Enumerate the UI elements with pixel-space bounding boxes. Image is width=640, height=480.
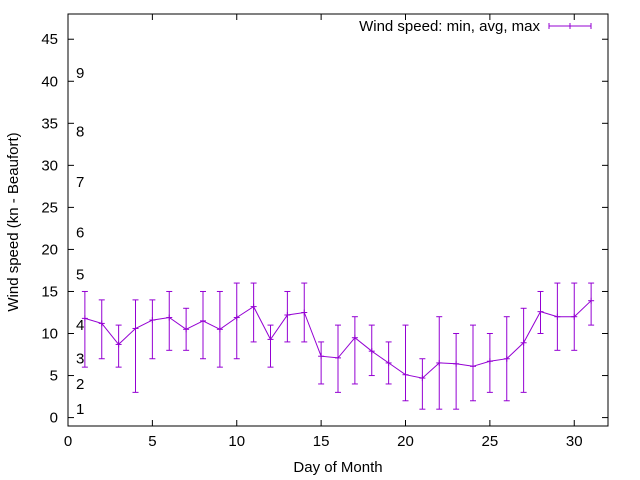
y-tick-label: 25: [41, 199, 58, 216]
legend: Wind speed: min, avg, max: [359, 18, 592, 35]
error-bar: [470, 324, 476, 402]
x-tick-label: 15: [313, 433, 330, 450]
x-tick-label: 30: [566, 433, 583, 450]
beaufort-label: 7: [76, 174, 84, 191]
error-bar: [571, 282, 578, 351]
error-bar: [335, 324, 341, 393]
series-layer: [81, 282, 595, 410]
error-bar: [554, 282, 561, 351]
error-bar: [318, 341, 325, 385]
error-bar: [436, 316, 443, 410]
beaufort-label: 6: [76, 225, 84, 242]
error-bar: [216, 290, 223, 368]
x-tick-label: 20: [397, 433, 414, 450]
error-bar: [486, 333, 493, 393]
plot-frame: [67, 13, 609, 427]
y-axis-title: Wind speed (kn - Beaufort): [5, 132, 22, 311]
error-bar: [149, 299, 156, 360]
error-bar: [200, 290, 206, 360]
y-tick-label: 40: [41, 73, 58, 90]
y-tick-label: 5: [50, 368, 58, 385]
y-tick-label: 10: [41, 326, 58, 343]
y-tick-label: 0: [50, 410, 58, 427]
y-tick-label: 15: [41, 283, 58, 300]
error-bar: [588, 282, 595, 326]
error-bar: [132, 299, 139, 393]
beaufort-label: 9: [76, 65, 84, 82]
y-tick-label: 20: [41, 241, 58, 258]
error-bar: [419, 358, 426, 410]
beaufort-label: 4: [76, 317, 84, 334]
legend-label: Wind speed: min, avg, max: [359, 18, 540, 35]
error-bar: [453, 333, 460, 410]
error-bar: [284, 290, 291, 343]
beaufort-label: 1: [76, 401, 84, 418]
beaufort-scale-labels: 1 2 3 4 5 6 7 8 9: [76, 65, 84, 418]
error-bar: [368, 324, 375, 377]
y-tick-label: 45: [41, 31, 58, 48]
error-bar: [385, 341, 392, 385]
error-bar: [537, 290, 544, 335]
error-bar: [267, 324, 274, 368]
error-bar: [250, 282, 257, 343]
x-tick-label: 5: [148, 433, 156, 450]
error-bar: [301, 282, 308, 343]
x-tick-label: 25: [482, 433, 499, 450]
error-bar: [166, 290, 173, 351]
beaufort-label: 5: [76, 267, 84, 284]
beaufort-label: 3: [76, 351, 84, 368]
error-bar: [183, 307, 190, 351]
error-bar: [81, 290, 88, 368]
error-bar: [98, 299, 105, 360]
plot-border: [67, 13, 609, 427]
x-axis-title: Day of Month: [293, 459, 382, 476]
y-tick-label: 30: [41, 157, 58, 174]
error-bar: [115, 324, 122, 368]
error-bar: [402, 324, 409, 402]
x-tick-label: 0: [64, 433, 72, 450]
x-tick-label: 10: [228, 433, 245, 450]
beaufort-label: 8: [76, 124, 84, 141]
error-bar: [233, 282, 240, 360]
y-tick-label: 35: [41, 115, 58, 132]
error-bar: [520, 307, 527, 393]
error-bar: [503, 316, 510, 402]
beaufort-label: 2: [76, 376, 84, 393]
error-bar: [351, 316, 358, 385]
